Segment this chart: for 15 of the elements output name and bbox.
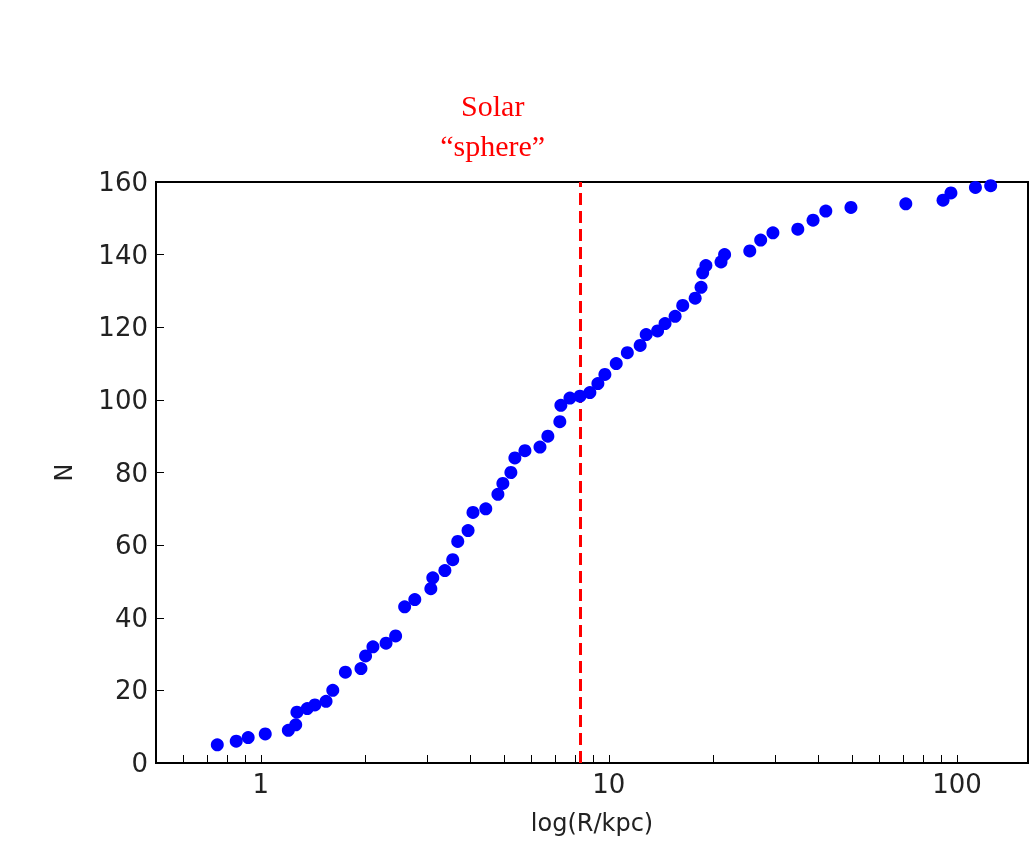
y-tick-label: 60 <box>114 530 148 561</box>
x-tick-label: 10 <box>592 769 626 799</box>
ref-line-label: Solar “sphere” <box>440 88 546 162</box>
y-axis-title: N <box>50 463 78 482</box>
y-tick-label: 100 <box>98 384 148 415</box>
x-tick-label: 1 <box>252 769 270 799</box>
y-tick-label: 160 <box>98 167 148 197</box>
y-tick-label: 20 <box>114 675 148 706</box>
x-axis-title: log(R/kpc) <box>530 809 654 837</box>
y-tick-label: 120 <box>98 312 148 343</box>
y-tick-label: 40 <box>114 602 148 633</box>
y-tick-label: 80 <box>114 457 148 488</box>
y-tick-label: 140 <box>98 239 148 270</box>
x-tick-label: 100 <box>932 769 982 799</box>
y-tick-label: 0 <box>131 748 148 778</box>
